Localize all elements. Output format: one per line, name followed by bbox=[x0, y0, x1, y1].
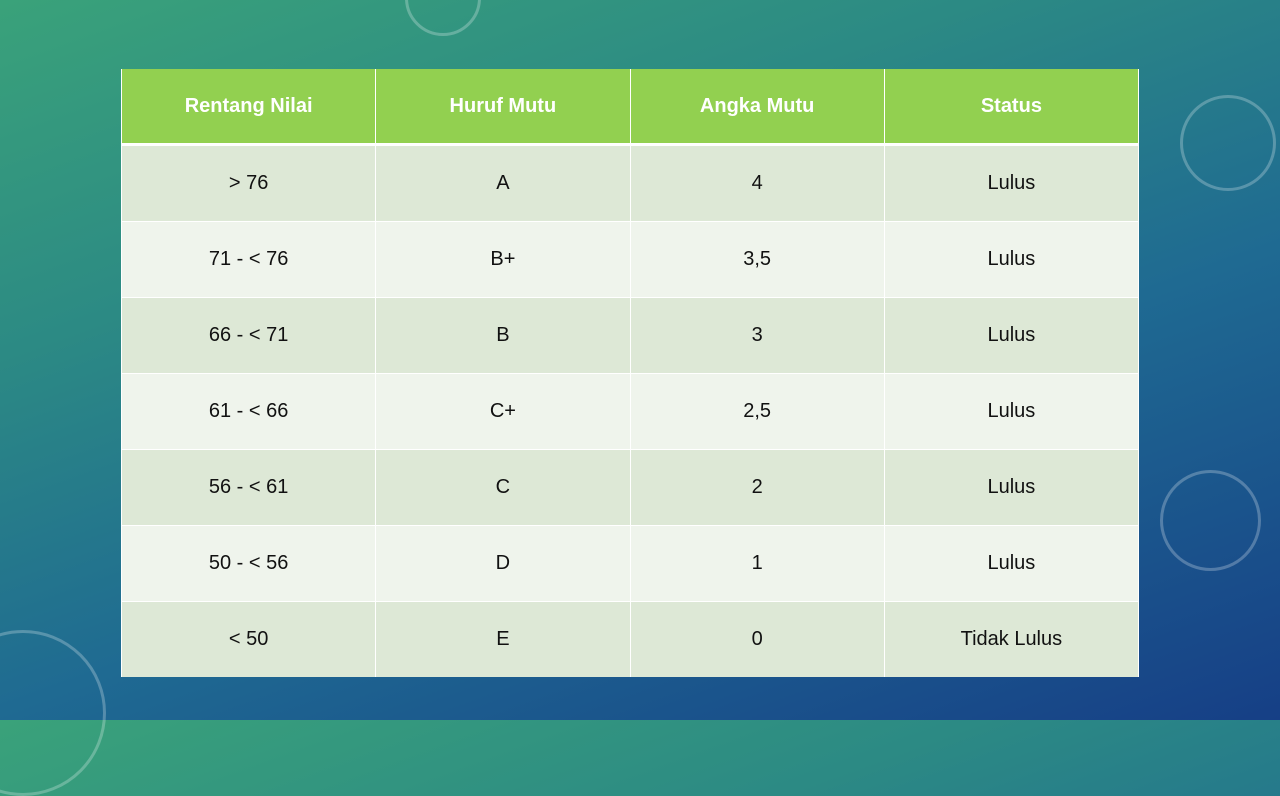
table-cell: Lulus bbox=[883, 449, 1140, 526]
table-cell: 66 - < 71 bbox=[120, 297, 377, 374]
table-cell: 2 bbox=[629, 449, 885, 526]
table-row: 61 - < 66 C+ 2,5 Lulus bbox=[120, 373, 1140, 450]
table-row: < 50 E 0 Tidak Lulus bbox=[120, 601, 1140, 677]
table-cell: 1 bbox=[629, 525, 885, 602]
table-cell: < 50 bbox=[120, 601, 377, 677]
table-row: 56 - < 61 C 2 Lulus bbox=[120, 449, 1140, 526]
table-row: 71 - < 76 B+ 3,5 Lulus bbox=[120, 221, 1140, 298]
grade-table: Rentang Nilai Huruf Mutu Angka Mutu Stat… bbox=[120, 69, 1140, 677]
table-cell: Lulus bbox=[883, 525, 1140, 602]
header-cell: Angka Mutu bbox=[629, 69, 885, 146]
table-cell: B bbox=[375, 297, 631, 374]
table-cell: Lulus bbox=[883, 297, 1140, 374]
header-cell: Rentang Nilai bbox=[120, 69, 377, 146]
table-cell: 56 - < 61 bbox=[120, 449, 377, 526]
table-row: > 76 A 4 Lulus bbox=[120, 144, 1140, 222]
table-cell: 71 - < 76 bbox=[120, 221, 377, 298]
decorative-ring bbox=[1180, 95, 1276, 191]
table-cell: 0 bbox=[629, 601, 885, 677]
table-cell: A bbox=[375, 144, 631, 222]
table-cell: > 76 bbox=[120, 144, 377, 222]
table-cell: 61 - < 66 bbox=[120, 373, 377, 450]
table-cell: 3,5 bbox=[629, 221, 885, 298]
table-header-row: Rentang Nilai Huruf Mutu Angka Mutu Stat… bbox=[120, 69, 1140, 146]
decorative-ring bbox=[405, 0, 481, 36]
table-cell: Tidak Lulus bbox=[883, 601, 1140, 677]
table-cell: 2,5 bbox=[629, 373, 885, 450]
table-cell: Lulus bbox=[883, 221, 1140, 298]
table-cell: Lulus bbox=[883, 144, 1140, 222]
table-cell: E bbox=[375, 601, 631, 677]
table-cell: 50 - < 56 bbox=[120, 525, 377, 602]
table-cell: Lulus bbox=[883, 373, 1140, 450]
table-cell: 3 bbox=[629, 297, 885, 374]
header-cell: Status bbox=[883, 69, 1140, 146]
table-row: 66 - < 71 B 3 Lulus bbox=[120, 297, 1140, 374]
decorative-ring bbox=[0, 630, 106, 796]
header-cell: Huruf Mutu bbox=[375, 69, 631, 146]
table-cell: C+ bbox=[375, 373, 631, 450]
table-cell: B+ bbox=[375, 221, 631, 298]
table-row: 50 - < 56 D 1 Lulus bbox=[120, 525, 1140, 602]
table-cell: C bbox=[375, 449, 631, 526]
decorative-ring bbox=[1160, 470, 1261, 571]
table-cell: 4 bbox=[629, 144, 885, 222]
table-cell: D bbox=[375, 525, 631, 602]
